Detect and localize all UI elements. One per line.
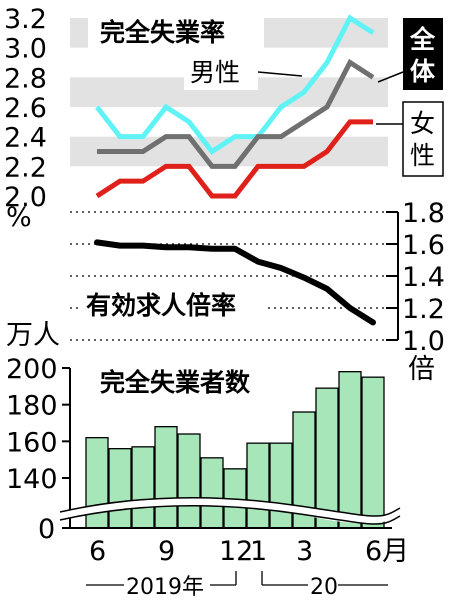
y-tick-label: 180 (6, 391, 58, 422)
series-label-total-2: 体 (410, 57, 436, 86)
y-tick-label: 2.8 (4, 63, 47, 94)
unemployed-count-y-ticks: 200 180 160 140 0 (6, 354, 70, 545)
job-ratio-line (94, 239, 376, 326)
series-label-total-1: 全 (409, 25, 436, 54)
x-tick-label: 6 (89, 536, 106, 567)
unemployment-rate-lines (95, 14, 375, 199)
bar-8 (131, 446, 155, 529)
total-label-box (403, 18, 443, 90)
y-tick-label: 2.2 (4, 152, 47, 183)
male-label-box (184, 54, 258, 90)
y-tick-label: 200 (6, 354, 58, 385)
unemployment-rate-y-ticks: 3.23.02.82.62.42.22.0 (4, 4, 47, 213)
y-tick-label: 0 (38, 514, 55, 545)
bar-4 (315, 387, 339, 529)
y-tick-label: 160 (6, 427, 58, 458)
bar-6 (361, 376, 385, 529)
unemployed-count-title: 完全失業者数 (100, 368, 251, 397)
series-line-1 (97, 58, 375, 169)
unemployed-count-unit: 万人 (6, 320, 60, 351)
x-tick-label: 9 (158, 536, 175, 567)
job-ratio-unit: 倍 (408, 354, 435, 385)
y-tick-label: 140 (6, 464, 58, 495)
x-tick-label: 12 (219, 536, 253, 567)
job-ratio-y-ticks: 1.81.61.41.21.0 (402, 198, 445, 357)
x-tick-label: 3 (296, 536, 313, 567)
year-label-2019: 2019年 (126, 575, 204, 600)
series-label-female-1: 女 (410, 109, 435, 138)
y-tick-label: 2.6 (4, 93, 47, 124)
y-tick-label: 3.2 (4, 4, 47, 35)
bar-9 (154, 426, 178, 529)
y-tick-label: 1.2 (402, 294, 445, 325)
job-ratio-title-box (80, 287, 268, 323)
x-tick-label: 1 (250, 536, 267, 567)
bar-7 (108, 448, 132, 529)
bar-5 (338, 371, 362, 529)
series-label-male: 男性 (190, 58, 240, 87)
y-tick-label: 2.4 (4, 123, 47, 154)
y-tick-label: 1.4 (402, 262, 445, 293)
female-label-box (402, 101, 444, 177)
x-axis-tick-labels: 6 9 121 3 6月 (89, 536, 409, 567)
job-ratio-title: 有効求人倍率 (86, 291, 236, 320)
bar-10 (177, 433, 201, 529)
unemployment-rate-title: 完全失業率 (100, 18, 225, 47)
male-leader-line (257, 71, 303, 77)
axis-break-line (59, 496, 401, 517)
unemployment-rate-title-box (88, 14, 264, 50)
year-label-2020: 20 (310, 575, 338, 600)
y-tick-label: 1.8 (402, 198, 445, 229)
y-tick-label: 1.6 (402, 230, 445, 261)
bar-11 (200, 457, 224, 529)
series-line-job-ratio (94, 239, 376, 326)
x-axis-year-brackets: 2019年 20 (86, 571, 388, 600)
unemployment-rate-unit: % (6, 202, 32, 233)
series-line-0 (95, 14, 375, 155)
series-label-female-2: 性 (410, 141, 435, 170)
x-tick-label: 6月 (365, 536, 409, 567)
y-tick-label: 1.0 (402, 326, 445, 357)
y-tick-label: 3.0 (4, 34, 47, 65)
y-tick-label: 2.0 (4, 182, 47, 213)
unemployed-count-title-box (94, 364, 292, 400)
total-leader-line (377, 71, 404, 83)
unemployed-count-bars (69, 368, 392, 529)
axis-break-line (59, 504, 401, 525)
series-line-2 (95, 119, 373, 199)
bar-2 (269, 442, 293, 529)
axis-break-wave (59, 496, 401, 525)
bar-1 (246, 442, 270, 529)
